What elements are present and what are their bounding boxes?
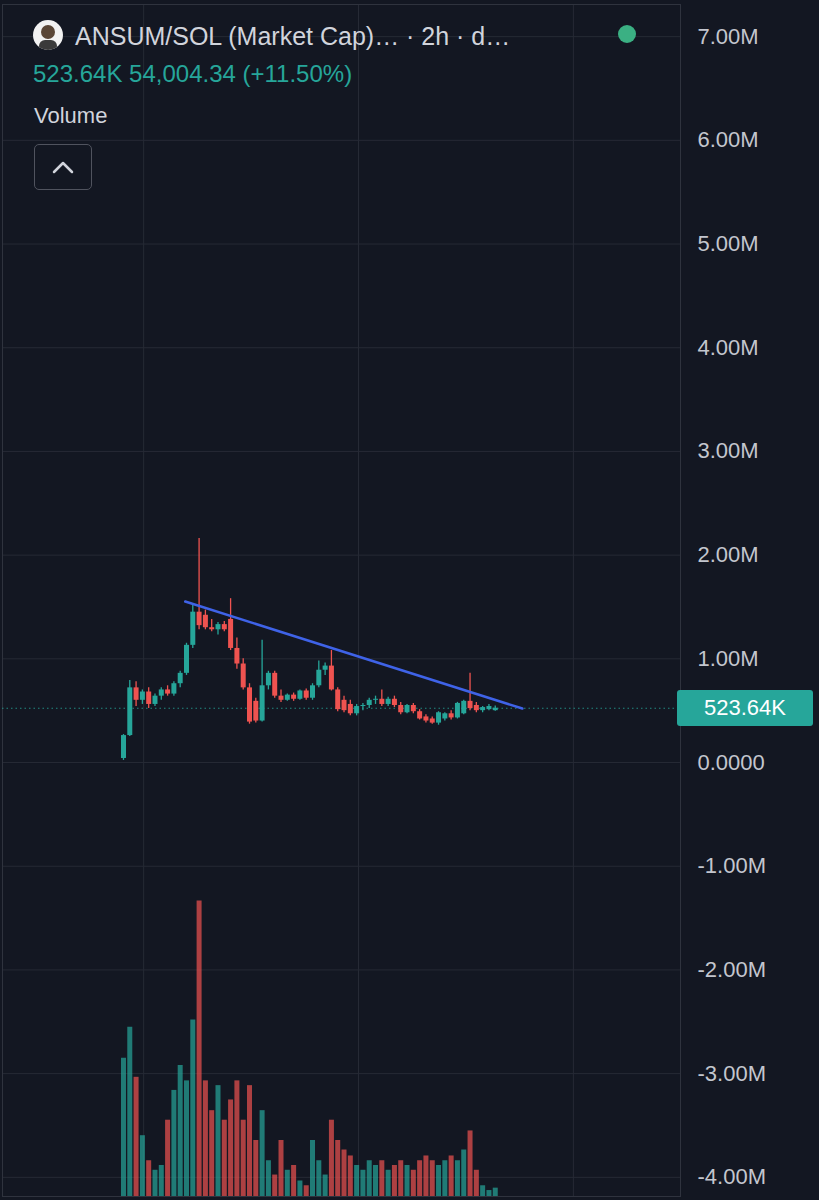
svg-text:5.00M: 5.00M bbox=[698, 231, 759, 256]
svg-text:-2.00M: -2.00M bbox=[698, 957, 766, 982]
html-text:Volume: Volume bbox=[34, 103, 108, 128]
svg-text:-3.00M: -3.00M bbox=[698, 1061, 766, 1086]
html-text:523.64K 54,004.34 (+11.50%): 523.64K 54,004.34 (+11.50%) bbox=[33, 60, 353, 87]
svg-text:7.00M: 7.00M bbox=[698, 24, 759, 49]
html-text:523.64K: 523.64K bbox=[704, 694, 786, 720]
svg-text:3.00M: 3.00M bbox=[698, 438, 759, 463]
svg-text:6.00M: 6.00M bbox=[698, 127, 759, 152]
svg-text:1.00M: 1.00M bbox=[698, 646, 759, 671]
svg-text:-1.00M: -1.00M bbox=[698, 853, 766, 878]
svg-text:0.0000: 0.0000 bbox=[698, 750, 765, 775]
svg-text:2.00M: 2.00M bbox=[698, 542, 759, 567]
html-text:ANSUM/SOL (Market Cap)… · 2h ·: ANSUM/SOL (Market Cap)… · 2h · d… bbox=[75, 22, 511, 50]
svg-text:4.00M: 4.00M bbox=[698, 335, 759, 360]
svg-text:-4.00M: -4.00M bbox=[698, 1164, 766, 1189]
